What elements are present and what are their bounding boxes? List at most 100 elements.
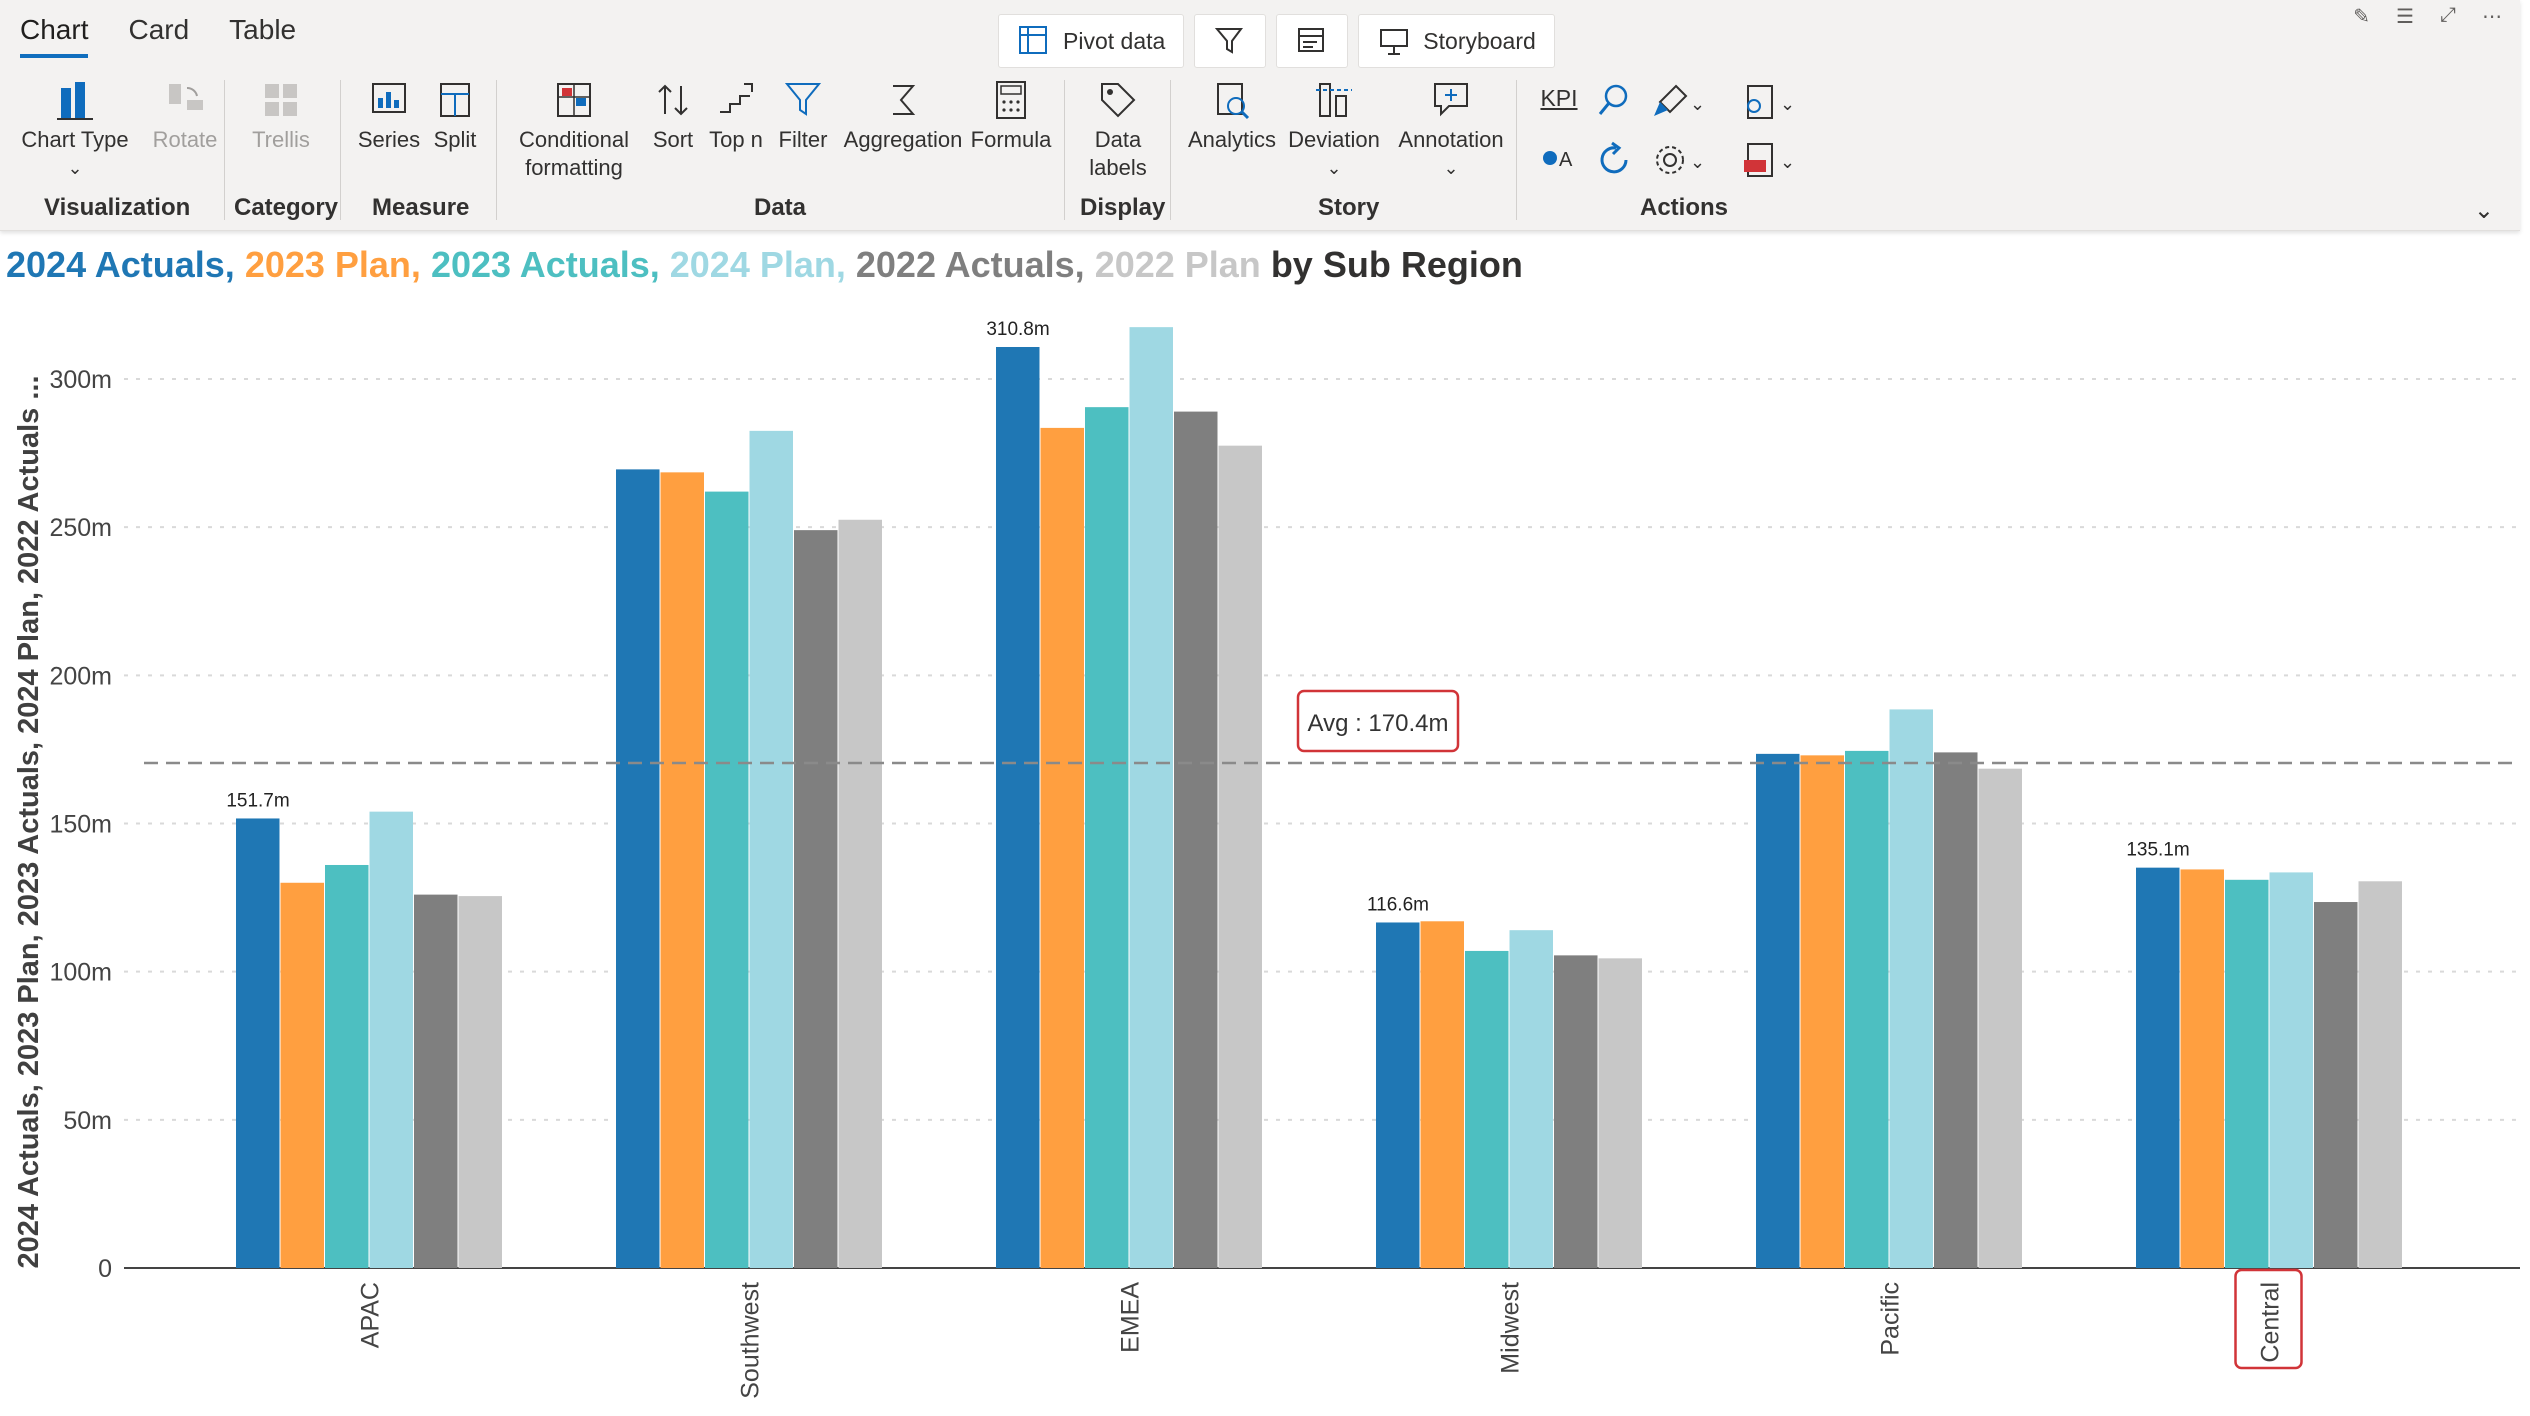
- series-button[interactable]: Series: [354, 78, 424, 154]
- settings-button[interactable]: ⌄: [1650, 140, 1705, 184]
- collapse-ribbon-icon[interactable]: ⌄: [2473, 197, 2494, 224]
- export-button[interactable]: ⌄: [1740, 82, 1795, 126]
- title-part: 2024 Actuals,: [6, 244, 245, 285]
- bar-2022-actuals: [414, 894, 458, 1268]
- bar-2024-actuals: [1756, 753, 1800, 1268]
- table-edit-icon: [1298, 28, 1325, 52]
- group-actions: Actions: [1640, 194, 1729, 221]
- formula-label: Formula: [970, 127, 1052, 152]
- analytics-button[interactable]: Analytics: [1182, 78, 1282, 154]
- filter-icon[interactable]: ☰: [2396, 6, 2414, 28]
- legend-toggle-button[interactable]: A: [1540, 140, 1580, 180]
- storyboard-icon: [1380, 29, 1409, 55]
- bar-2023-actuals: [2225, 879, 2269, 1268]
- title-part: 2022 Plan: [1094, 244, 1271, 285]
- pin-icon[interactable]: ✎: [2353, 6, 2371, 28]
- group-data: Data: [754, 194, 807, 221]
- bar-2024-actuals: [616, 469, 660, 1268]
- top-n-icon: [720, 83, 753, 113]
- chevron-down-icon: ⌄: [1690, 152, 1706, 172]
- deviation-button[interactable]: Deviation ⌄: [1284, 78, 1384, 182]
- top-n-button[interactable]: Top n: [702, 78, 770, 154]
- conditional-label-2: formatting: [525, 155, 623, 180]
- filter-funnel-icon: [784, 83, 822, 116]
- legend-marker-icon: A: [1543, 149, 1573, 171]
- data-labels-button[interactable]: Data labels: [1074, 78, 1162, 182]
- filter-funnel-button[interactable]: [1194, 14, 1267, 68]
- trellis-icon: [265, 84, 297, 116]
- view-tabs: Chart Card Table: [20, 14, 296, 58]
- more-icon[interactable]: ⋯: [2482, 6, 2502, 28]
- bar-2022-actuals: [1554, 955, 1598, 1268]
- format-brush-button[interactable]: ⌄: [1650, 82, 1705, 126]
- chart-type-button[interactable]: Chart Type ⌄: [20, 78, 130, 182]
- kpi-button[interactable]: KPI: [1534, 84, 1584, 112]
- x-tick-label: APAC: [357, 1282, 385, 1348]
- bar-2024-actuals: [1376, 922, 1420, 1268]
- split-button[interactable]: Split: [424, 78, 486, 154]
- x-tick-label: Midwest: [1497, 1282, 1525, 1374]
- pdf-icon: [1744, 143, 1773, 177]
- data-label: 310.8m: [986, 319, 1049, 340]
- chevron-down-icon: ⌄: [1780, 152, 1796, 172]
- pivot-icon: [1019, 26, 1047, 54]
- annotation-button[interactable]: Annotation ⌄: [1392, 78, 1510, 182]
- bar-2023-actuals: [1465, 950, 1509, 1268]
- chevron-down-icon: ⌄: [1690, 94, 1706, 114]
- bar-2022-actuals: [2314, 902, 2358, 1268]
- y-tick-label: 150m: [49, 811, 112, 839]
- table-edit-button[interactable]: [1276, 14, 1349, 68]
- filter-button[interactable]: Filter: [772, 78, 834, 154]
- tag-icon: [1101, 83, 1136, 118]
- conditional-formatting-button[interactable]: Conditional formatting: [506, 78, 642, 182]
- analytics-icon: [1217, 83, 1250, 120]
- bar-2024-plan: [1889, 709, 1933, 1268]
- sort-label: Sort: [652, 127, 694, 152]
- bar-2023-actuals: [705, 491, 749, 1268]
- bar-2022-actuals: [1174, 411, 1218, 1268]
- pivot-data-button[interactable]: Pivot data: [998, 14, 1185, 68]
- bar-2023-actuals: [325, 864, 369, 1268]
- rotate-button[interactable]: Rotate: [140, 78, 230, 154]
- trellis-button[interactable]: Trellis: [236, 78, 326, 154]
- chevron-down-icon: ⌄: [1780, 94, 1796, 114]
- bar-2023-plan: [660, 472, 704, 1269]
- bar-2022-plan: [1218, 445, 1262, 1268]
- bar-2023-plan: [1800, 755, 1844, 1268]
- bar-2024-plan: [1509, 930, 1553, 1268]
- bar-2024-actuals: [996, 346, 1040, 1269]
- aggregation-button[interactable]: Aggregation: [836, 78, 970, 154]
- tab-card[interactable]: Card: [128, 14, 190, 45]
- data-label: 135.1m: [2126, 840, 2189, 861]
- y-tick-label: 100m: [49, 959, 112, 987]
- sort-button[interactable]: Sort: [646, 78, 700, 154]
- group-story: Story: [1318, 194, 1380, 221]
- x-tick-label: EMEA: [1117, 1282, 1145, 1353]
- ribbon-divider: [224, 80, 225, 220]
- bar-2022-plan: [1978, 768, 2022, 1268]
- formula-button[interactable]: Formula: [968, 78, 1054, 154]
- pdf-export-button[interactable]: ⌄: [1740, 140, 1795, 184]
- ribbon-toolbar: Chart Card Table Pivot data Storyboard ✎…: [0, 0, 2520, 231]
- deviation-icon: [1316, 83, 1352, 117]
- group-measure: Measure: [372, 194, 470, 221]
- group-category: Category: [234, 194, 339, 221]
- expand-icon[interactable]: ⤢: [2440, 4, 2456, 26]
- bar-2023-plan: [2180, 869, 2224, 1268]
- y-tick-label: 300m: [49, 366, 112, 394]
- refresh-button[interactable]: [1594, 140, 1634, 184]
- rotate-icon: [169, 84, 203, 110]
- kpi-label: KPI: [1540, 85, 1578, 111]
- top-actions: Pivot data Storyboard: [998, 14, 1555, 68]
- search-button[interactable]: [1594, 80, 1634, 124]
- x-tick-label: Pacific: [1877, 1282, 1905, 1356]
- tab-chart[interactable]: Chart: [20, 14, 89, 58]
- bar-2024-actuals: [2136, 867, 2180, 1268]
- storyboard-button[interactable]: Storyboard: [1358, 14, 1555, 68]
- ribbon-divider: [496, 80, 497, 220]
- tab-table[interactable]: Table: [229, 14, 297, 45]
- series-icon: [372, 83, 406, 113]
- bar-2024-plan: [749, 430, 793, 1268]
- ribbon-divider: [1516, 80, 1517, 220]
- ribbon-divider: [1170, 80, 1171, 220]
